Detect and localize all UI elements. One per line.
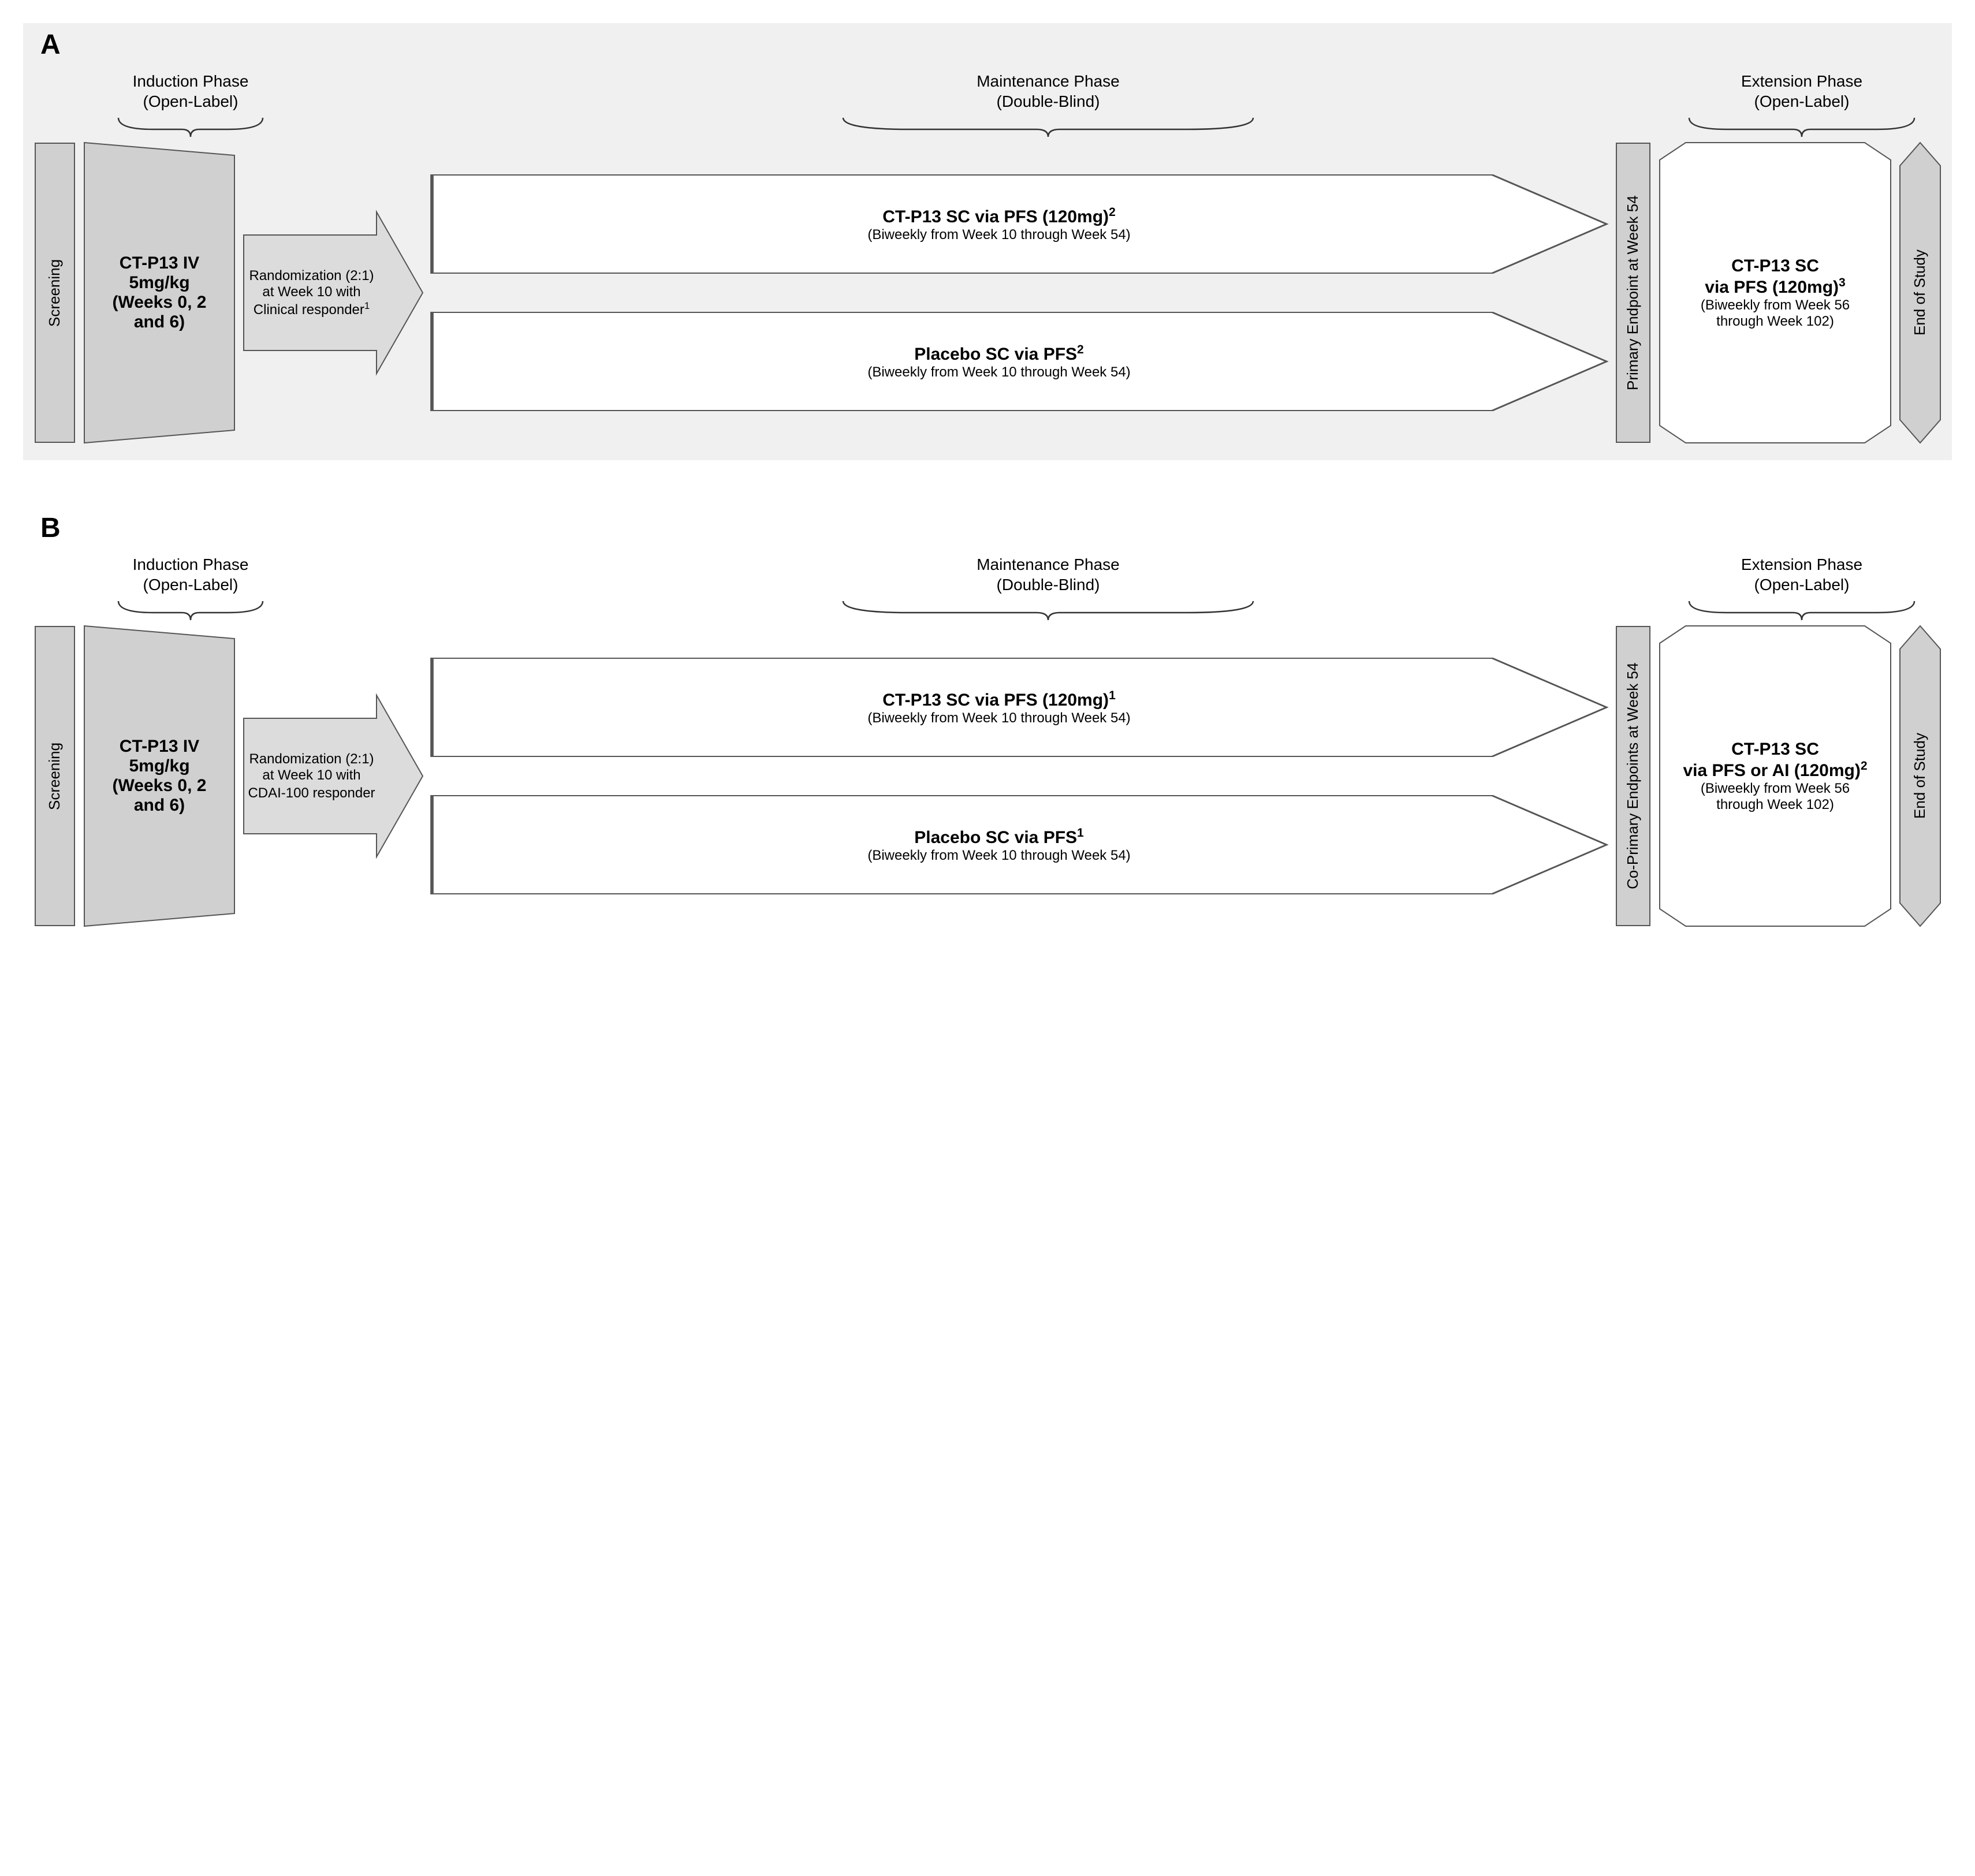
brace-icon	[1686, 115, 1917, 138]
end-of-study-text: End of Study	[1900, 143, 1940, 443]
brace-icon	[115, 598, 266, 621]
brace-icon	[840, 115, 1256, 138]
phase-maintenance-l1: Maintenance Phase	[977, 555, 1120, 573]
arm-top-sub: (Biweekly from Week 10 through Week 54)	[867, 710, 1130, 726]
ext-sub2: through Week 102)	[1716, 314, 1834, 330]
arm-top: CT-P13 SC via PFS (120mg)1 (Biweekly fro…	[432, 658, 1607, 756]
phase-maintenance-l2: (Double-Blind)	[997, 92, 1100, 110]
phase-label-extension: Extension Phase (Open-Label)	[1663, 71, 1940, 111]
arm-top-title: CT-P13 SC via PFS (120mg)1	[882, 689, 1116, 710]
end-of-study-box: End of Study	[1900, 143, 1940, 443]
phase-maintenance-l1: Maintenance Phase	[977, 72, 1120, 90]
phase-induction-l1: Induction Phase	[133, 555, 249, 573]
rand-l1: Randomization (2:1)	[249, 268, 374, 284]
ext-l2: via PFS (120mg)3	[1705, 276, 1845, 297]
ext-sub1: (Biweekly from Week 56	[1701, 781, 1850, 797]
induction-box: CT-P13 IV 5mg/kg (Weeks 0, 2 and 6)	[84, 626, 234, 926]
randomization-arrow: Randomization (2:1) at Week 10 with CDAI…	[244, 695, 423, 857]
induction-l4: and 6)	[134, 312, 185, 332]
arm-bottom-title: Placebo SC via PFS1	[914, 826, 1083, 848]
arm-bottom: Placebo SC via PFS1 (Biweekly from Week …	[432, 796, 1607, 894]
phase-label-maintenance: Maintenance Phase (Double-Blind)	[468, 71, 1629, 111]
end-of-study-box: End of Study	[1900, 626, 1940, 926]
arm-bottom-sub: (Biweekly from Week 10 through Week 54)	[867, 848, 1130, 864]
rand-l3: CDAI-100 responder	[248, 784, 375, 801]
panel-b-phase-row: Induction Phase (Open-Label) Maintenance…	[35, 546, 1940, 621]
phase-induction-l2: (Open-Label)	[143, 92, 239, 110]
induction-l2: 5mg/kg	[129, 756, 189, 776]
ext-l1: CT-P13 SC	[1731, 740, 1819, 759]
phase-extension-l2: (Open-Label)	[1754, 92, 1850, 110]
panel-a: A Induction Phase (Open-Label) Maintenan…	[23, 23, 1952, 460]
induction-box: CT-P13 IV 5mg/kg (Weeks 0, 2 and 6)	[84, 143, 234, 443]
arms-column: CT-P13 SC via PFS (120mg)1 (Biweekly fro…	[432, 626, 1607, 926]
rand-l1: Randomization (2:1)	[249, 751, 374, 767]
rand-l3: Clinical responder1	[254, 300, 370, 318]
ext-l1: CT-P13 SC	[1731, 256, 1819, 276]
phase-label-induction: Induction Phase (Open-Label)	[92, 554, 289, 595]
arms-column: CT-P13 SC via PFS (120mg)2 (Biweekly fro…	[432, 143, 1607, 443]
panel-b-flow: Screening CT-P13 IV 5mg/kg (Weeks 0, 2 a…	[35, 626, 1940, 926]
endpoint-box: Co-Primary Endpoints at Week 54	[1616, 626, 1650, 926]
screening-box: Screening	[35, 626, 75, 926]
screening-box: Screening	[35, 143, 75, 443]
end-of-study-text: End of Study	[1900, 626, 1940, 926]
induction-l3: (Weeks 0, 2	[113, 293, 207, 312]
ext-sub2: through Week 102)	[1716, 797, 1834, 813]
arm-bottom-title: Placebo SC via PFS2	[914, 343, 1083, 364]
rand-l2: at Week 10 with	[262, 284, 360, 300]
phase-extension-l1: Extension Phase	[1741, 555, 1862, 573]
extension-box: CT-P13 SC via PFS (120mg)3 (Biweekly fro…	[1660, 143, 1891, 443]
extension-box: CT-P13 SC via PFS or AI (120mg)2 (Biweek…	[1660, 626, 1891, 926]
phase-extension-l2: (Open-Label)	[1754, 576, 1850, 594]
brace-icon	[1686, 598, 1917, 621]
phase-label-induction: Induction Phase (Open-Label)	[92, 71, 289, 111]
rand-l2: at Week 10 with	[262, 767, 360, 784]
phase-label-extension: Extension Phase (Open-Label)	[1663, 554, 1940, 595]
ext-l2: via PFS or AI (120mg)2	[1683, 759, 1868, 781]
endpoint-box: Primary Endpoint at Week 54	[1616, 143, 1650, 443]
phase-label-maintenance: Maintenance Phase (Double-Blind)	[468, 554, 1629, 595]
arm-top-title: CT-P13 SC via PFS (120mg)2	[882, 206, 1116, 227]
induction-l3: (Weeks 0, 2	[113, 776, 207, 796]
ext-sub1: (Biweekly from Week 56	[1701, 297, 1850, 314]
panel-b: B Induction Phase (Open-Label) Maintenan…	[23, 506, 1952, 943]
panel-b-letter: B	[40, 512, 1940, 544]
phase-extension-l1: Extension Phase	[1741, 72, 1862, 90]
randomization-arrow: Randomization (2:1) at Week 10 with Clin…	[244, 212, 423, 374]
panel-a-phase-row: Induction Phase (Open-Label) Maintenance…	[35, 63, 1940, 138]
panel-a-letter: A	[40, 29, 1940, 61]
brace-icon	[115, 115, 266, 138]
arm-bottom-sub: (Biweekly from Week 10 through Week 54)	[867, 364, 1130, 381]
panel-a-flow: Screening CT-P13 IV 5mg/kg (Weeks 0, 2 a…	[35, 143, 1940, 443]
arm-top-sub: (Biweekly from Week 10 through Week 54)	[867, 227, 1130, 243]
brace-icon	[840, 598, 1256, 621]
induction-l1: CT-P13 IV	[120, 737, 199, 756]
phase-maintenance-l2: (Double-Blind)	[997, 576, 1100, 594]
arm-bottom: Placebo SC via PFS2 (Biweekly from Week …	[432, 312, 1607, 411]
phase-induction-l2: (Open-Label)	[143, 576, 239, 594]
induction-l2: 5mg/kg	[129, 273, 189, 293]
arm-top: CT-P13 SC via PFS (120mg)2 (Biweekly fro…	[432, 175, 1607, 273]
phase-induction-l1: Induction Phase	[133, 72, 249, 90]
induction-l4: and 6)	[134, 796, 185, 815]
induction-l1: CT-P13 IV	[120, 253, 199, 273]
